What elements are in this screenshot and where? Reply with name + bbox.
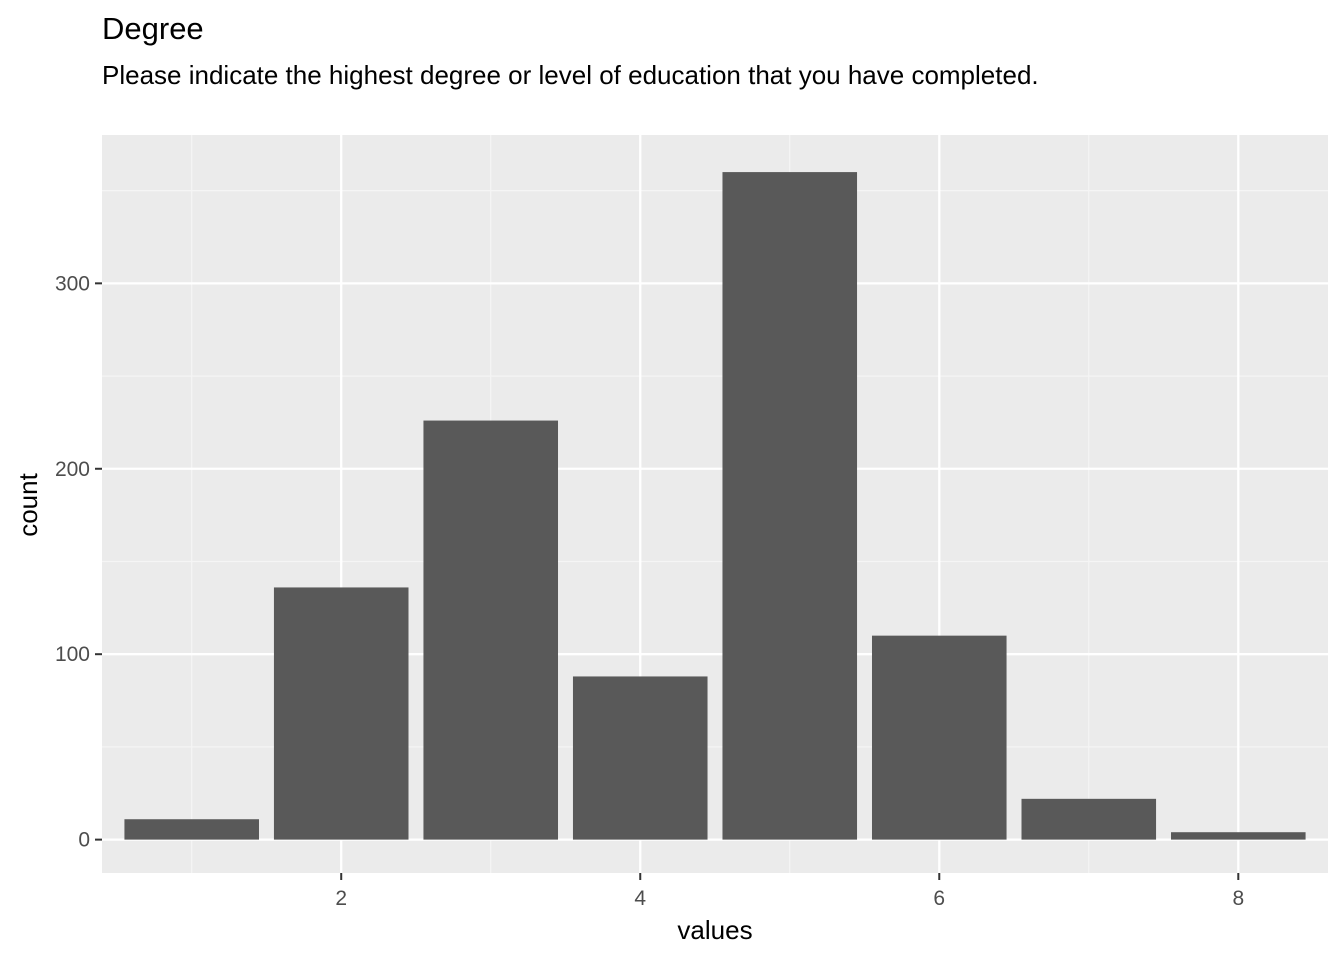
y-tick-label: 0 [78,829,90,852]
chart-title: Degree [102,11,204,46]
axis-ticks [95,282,1240,880]
bar-3 [423,420,559,840]
bar-6 [871,635,1007,840]
bars [124,172,1306,840]
y-axis-label: count [13,473,43,537]
bar-7 [1021,798,1157,840]
x-tick-label: 4 [634,887,646,910]
x-axis-label: values [677,915,753,945]
bar-5 [722,172,858,840]
x-tick-label: 8 [1232,887,1244,910]
bar-1 [124,819,259,840]
x-tick-label: 2 [335,887,347,910]
chart-subtitle: Please indicate the highest degree or le… [102,60,1039,90]
y-tick-label: 300 [55,272,90,295]
y-tick-label: 200 [55,458,90,481]
bar-8 [1171,832,1306,840]
y-tick-label: 100 [55,643,90,666]
bar-2 [273,587,409,840]
bar-4 [572,676,708,840]
x-tick-label: 6 [933,887,945,910]
tick-labels: 2 4 6 8 0 100 200 300 [55,272,1244,910]
